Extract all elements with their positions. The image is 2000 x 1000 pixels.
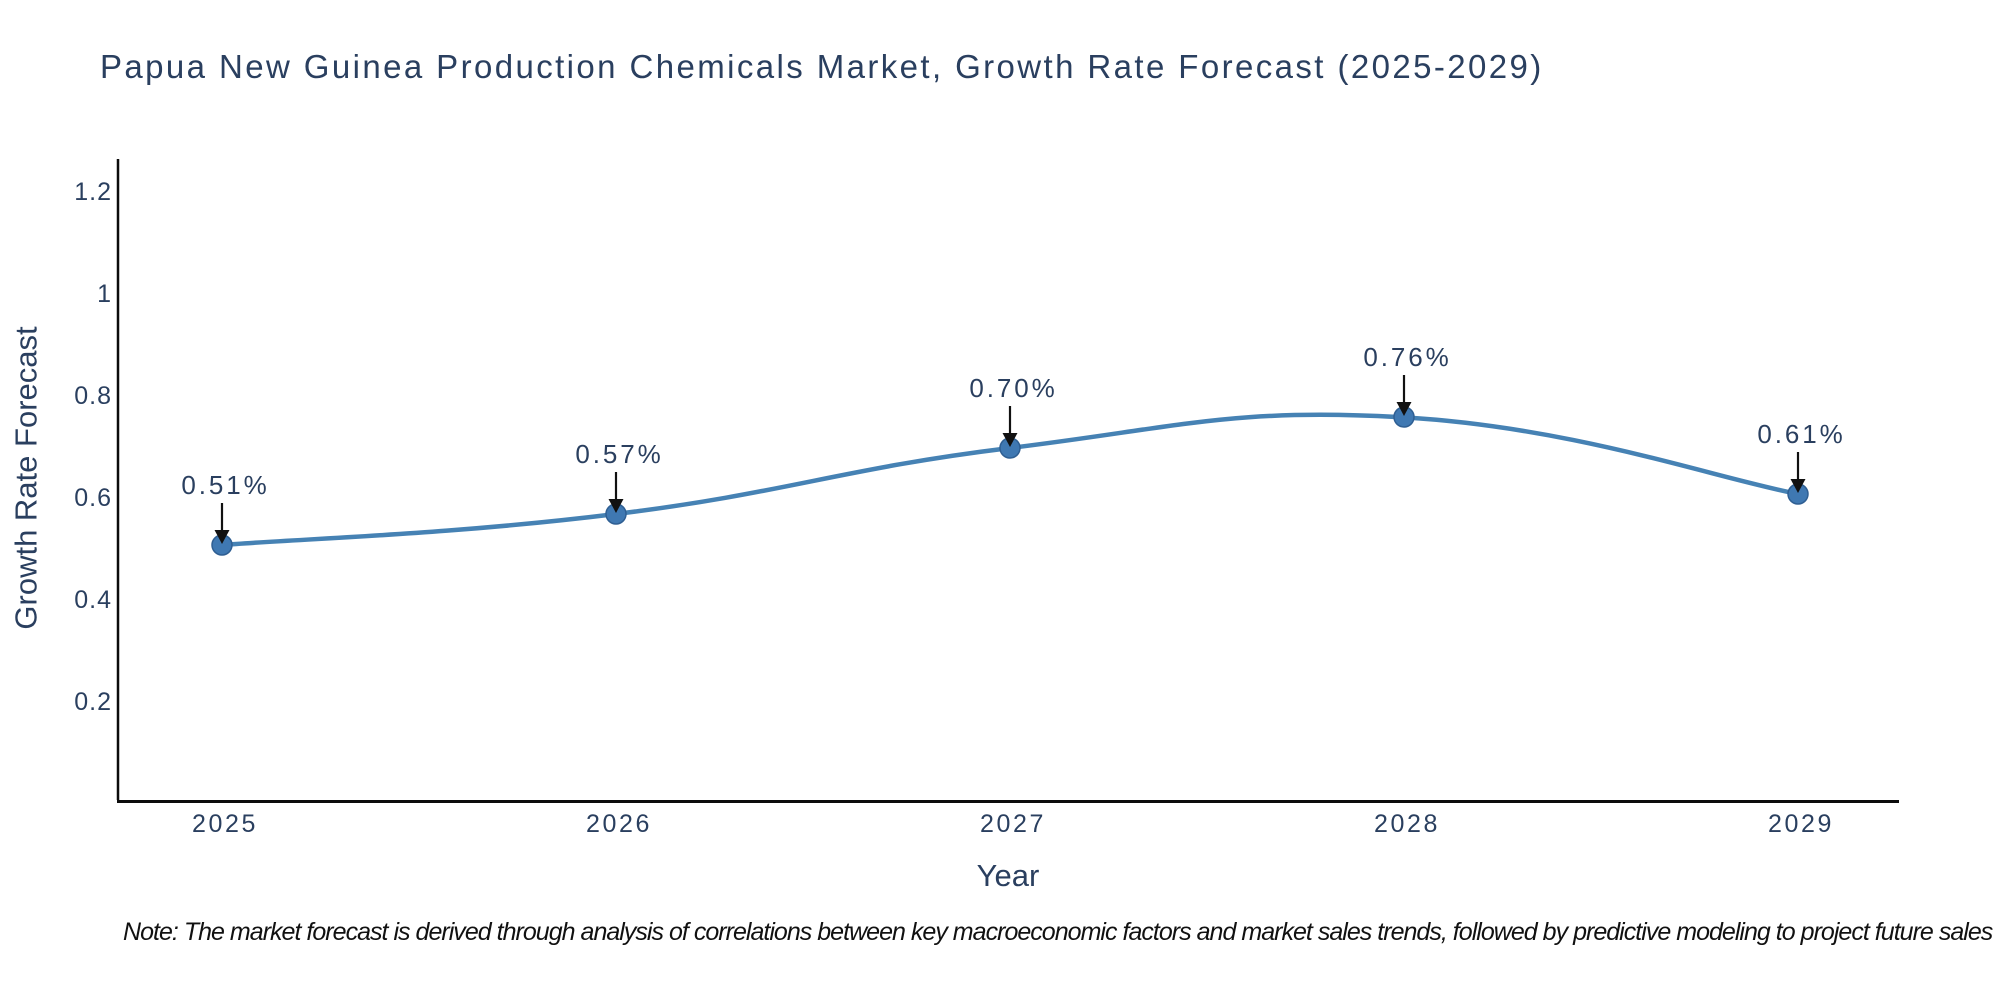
svg-text:Growth Rate Forecast: Growth Rate Forecast (9, 326, 44, 630)
svg-text:2029: 2029 (1768, 810, 1834, 838)
svg-text:0.76%: 0.76% (1363, 342, 1451, 372)
svg-text:Papua New Guinea Production Ch: Papua New Guinea Production Chemicals Ma… (100, 48, 1544, 85)
svg-text:0.51%: 0.51% (181, 470, 269, 500)
svg-text:0.8: 0.8 (74, 382, 112, 410)
svg-text:0.2: 0.2 (74, 688, 112, 716)
svg-text:2025: 2025 (192, 810, 258, 838)
svg-text:Note: The market forecast is d: Note: The market forecast is derived thr… (123, 918, 1993, 946)
svg-text:0.6: 0.6 (74, 484, 112, 512)
svg-text:0.4: 0.4 (74, 586, 112, 614)
svg-text:2027: 2027 (980, 810, 1046, 838)
svg-text:0.57%: 0.57% (575, 439, 663, 469)
svg-text:0.61%: 0.61% (1757, 419, 1845, 449)
svg-text:Year: Year (977, 858, 1040, 893)
svg-text:2026: 2026 (586, 810, 652, 838)
svg-text:1.2: 1.2 (74, 178, 112, 206)
svg-text:2028: 2028 (1374, 810, 1440, 838)
svg-text:0.70%: 0.70% (969, 373, 1057, 403)
svg-text:1: 1 (97, 280, 112, 308)
